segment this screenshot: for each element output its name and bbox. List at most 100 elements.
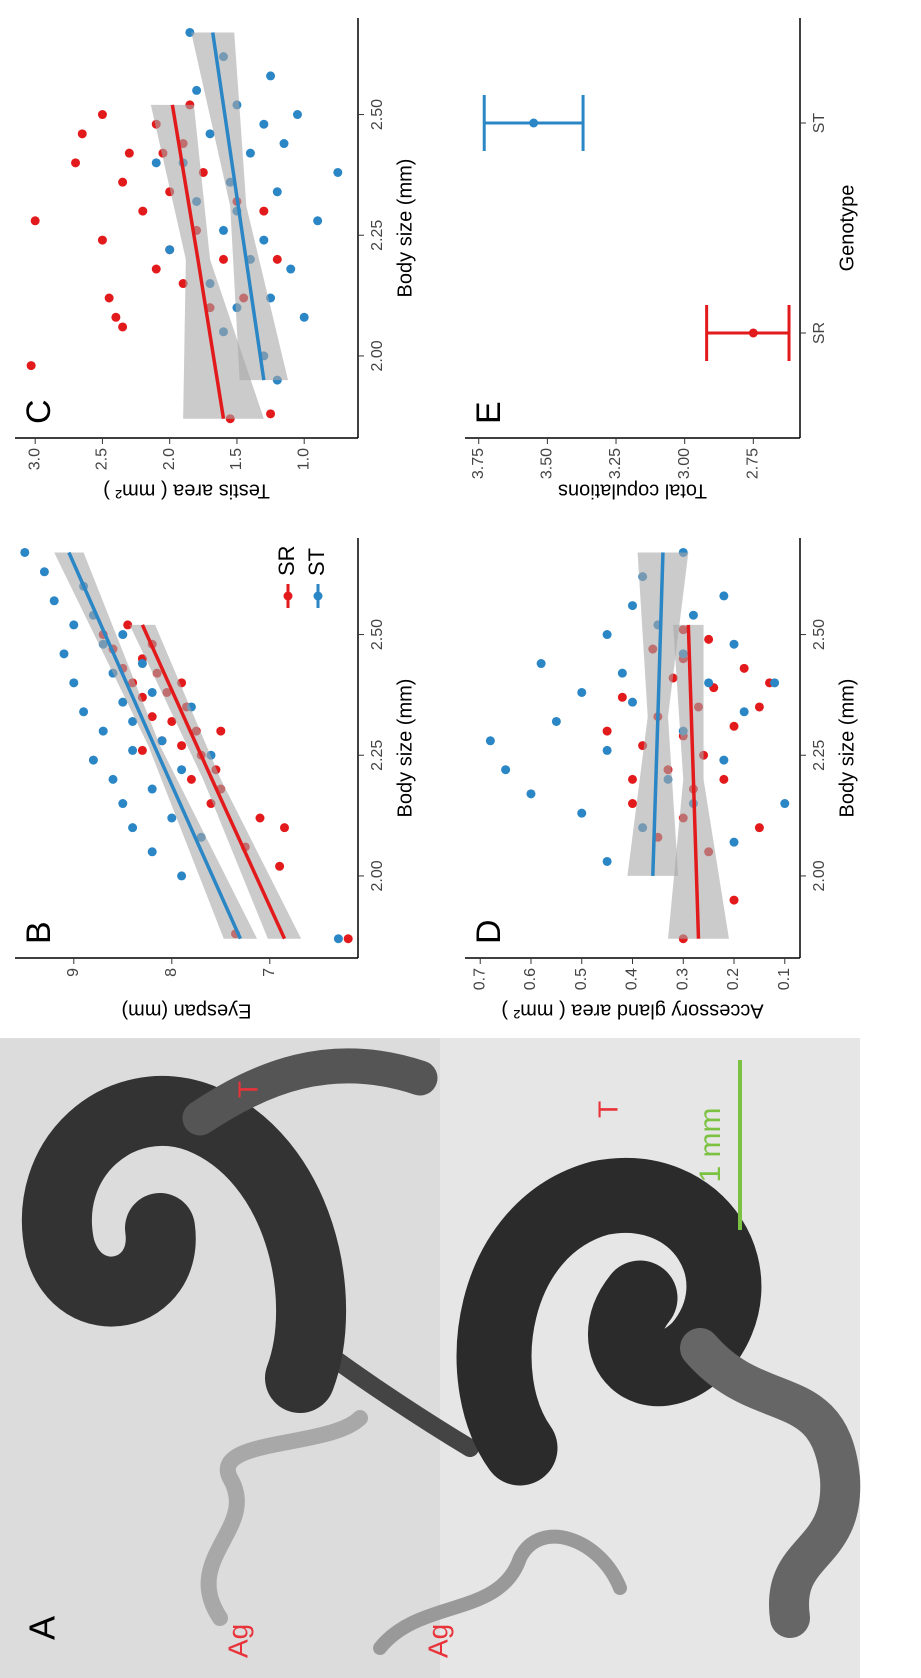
point bbox=[266, 71, 276, 81]
point bbox=[617, 692, 627, 702]
point bbox=[104, 293, 114, 303]
panel-label: E bbox=[470, 401, 508, 424]
point bbox=[292, 110, 302, 120]
fit-line bbox=[140, 624, 287, 940]
x-tick-label: 2.25 bbox=[369, 740, 386, 771]
gland bbox=[200, 1410, 368, 1626]
figure-frame: 1 mm A T Ag Ag T 7 8 9 2.00 2.25 2.50 Body siz… bbox=[0, 18, 861, 1678]
legend-label: SR bbox=[274, 545, 299, 576]
point bbox=[628, 601, 637, 611]
x-tick-label: 2.25 bbox=[369, 220, 386, 251]
point bbox=[551, 716, 561, 726]
point bbox=[124, 148, 134, 158]
point bbox=[137, 745, 147, 755]
point bbox=[77, 129, 87, 139]
point bbox=[485, 736, 495, 746]
point bbox=[30, 216, 40, 226]
y-tick-label: 0.5 bbox=[573, 968, 590, 990]
point bbox=[719, 774, 729, 784]
gland bbox=[373, 1529, 627, 1655]
fit-line bbox=[67, 551, 242, 940]
x-tick-label: 2.00 bbox=[811, 860, 828, 891]
point bbox=[147, 784, 157, 794]
point bbox=[118, 697, 128, 707]
point bbox=[192, 85, 202, 95]
point bbox=[739, 663, 749, 673]
y-tick-label: 2.5 bbox=[94, 448, 111, 470]
scale-label: 1 mm bbox=[694, 1108, 727, 1183]
point bbox=[186, 774, 196, 784]
point bbox=[79, 707, 89, 717]
panel-label: B bbox=[20, 921, 58, 944]
point bbox=[123, 620, 133, 630]
confidence-band bbox=[129, 624, 302, 939]
point bbox=[157, 736, 167, 746]
panel-label: C bbox=[20, 399, 58, 424]
y-axis-label: Accessory gland area ( mm² ) bbox=[501, 1000, 763, 1022]
y-tick-label: 3.25 bbox=[607, 448, 624, 479]
point bbox=[719, 591, 729, 601]
point bbox=[167, 716, 177, 726]
confidence-band bbox=[150, 104, 264, 419]
point bbox=[97, 235, 107, 245]
point bbox=[137, 659, 147, 669]
legend-key bbox=[313, 591, 323, 601]
point bbox=[147, 687, 157, 697]
fit-line bbox=[686, 624, 701, 939]
y-tick-label: 3.50 bbox=[539, 448, 556, 479]
point bbox=[128, 716, 138, 726]
point bbox=[719, 755, 729, 765]
point bbox=[98, 726, 108, 736]
point bbox=[128, 823, 138, 833]
point bbox=[272, 254, 282, 264]
point bbox=[128, 745, 138, 755]
testis bbox=[21, 1076, 347, 1413]
point bbox=[26, 361, 36, 371]
point bbox=[118, 177, 128, 187]
photo: 1 mm A T Ag Ag T bbox=[0, 1038, 861, 1678]
y-tick-label: 0.4 bbox=[624, 968, 641, 990]
point bbox=[602, 630, 612, 640]
point bbox=[704, 634, 714, 644]
point bbox=[97, 110, 107, 120]
fit-line bbox=[651, 552, 665, 876]
point bbox=[333, 167, 343, 177]
point bbox=[259, 119, 269, 129]
point bbox=[167, 813, 177, 823]
y-tick-label: 0.7 bbox=[471, 968, 488, 990]
point bbox=[245, 148, 255, 158]
point bbox=[501, 765, 511, 775]
point bbox=[313, 216, 323, 226]
photo-label: Ag bbox=[422, 1624, 453, 1658]
x-tick-label: 2.50 bbox=[369, 99, 386, 130]
point bbox=[20, 547, 30, 557]
x-tick-label: 2.25 bbox=[811, 740, 828, 771]
y-tick-label: 2.0 bbox=[161, 448, 178, 470]
point bbox=[216, 726, 226, 736]
photo-label: Ag bbox=[222, 1624, 253, 1658]
x-tick-label: ST bbox=[811, 113, 828, 134]
point bbox=[299, 312, 309, 322]
x-tick-label: 2.50 bbox=[369, 619, 386, 650]
point bbox=[602, 745, 612, 755]
photo-top bbox=[0, 1038, 440, 1678]
panel-label: A bbox=[22, 1616, 63, 1640]
point bbox=[69, 620, 79, 630]
point bbox=[49, 596, 59, 606]
point bbox=[151, 158, 161, 168]
point bbox=[218, 225, 228, 235]
x-tick-label: 2.00 bbox=[369, 860, 386, 891]
y-axis-label: Eyespan (mm) bbox=[121, 1000, 251, 1022]
x-tick-label: 2.50 bbox=[811, 619, 828, 650]
point bbox=[275, 861, 285, 871]
point bbox=[628, 774, 637, 784]
legend-label: ST bbox=[304, 548, 329, 576]
point bbox=[577, 808, 587, 818]
y-tick-label: 1.5 bbox=[228, 448, 245, 470]
testis-tail bbox=[182, 1048, 438, 1136]
point bbox=[108, 774, 118, 784]
point bbox=[333, 934, 343, 944]
point bbox=[754, 823, 764, 833]
point bbox=[118, 322, 128, 332]
